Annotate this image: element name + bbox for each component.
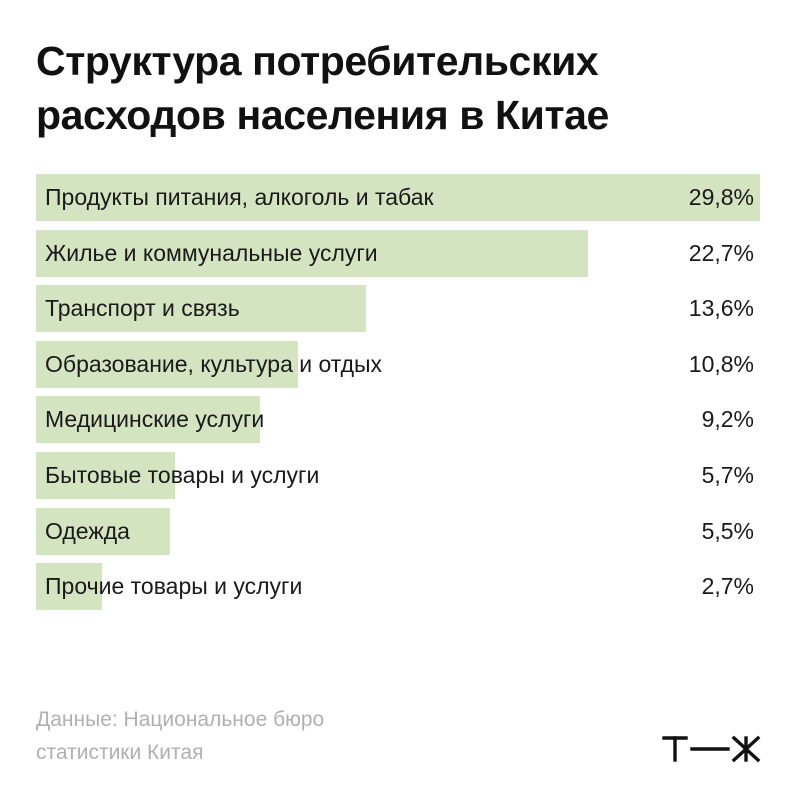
- value-label: 5,7%: [701, 462, 754, 488]
- bar-row: Одежда 5,5%: [36, 507, 760, 555]
- category-label: Продукты питания, алкоголь и табак: [45, 184, 434, 210]
- data-source-note: Данные: Национальное бюро статистики Кит…: [36, 703, 456, 769]
- bar: [36, 563, 102, 611]
- value-label: 2,7%: [701, 573, 754, 600]
- value-label: 5,5%: [701, 517, 754, 544]
- bar: [36, 285, 367, 333]
- bar: [36, 174, 760, 221]
- bar: [36, 229, 588, 277]
- category-label: Бытовые товары и услуги: [45, 462, 320, 488]
- chart-title-line-1: Структура потребительских: [36, 38, 599, 84]
- bar: [36, 340, 299, 388]
- category-label: Транспорт и связь: [45, 295, 240, 322]
- data-source-line-1: Данные: Национальное бюро: [36, 708, 325, 731]
- chart-title: Структура потребительских расходов насел…: [36, 34, 776, 142]
- bar-row: Продукты питания, алкоголь и табак 29,8%: [36, 174, 760, 221]
- data-source-line-2: статистики Китая: [36, 741, 204, 764]
- value-label: 13,6%: [688, 295, 754, 322]
- bar-row: Транспорт и связь 13,6%: [36, 285, 760, 333]
- chart-title-line-2: расходов населения в Китае: [36, 92, 609, 138]
- bar: [36, 507, 170, 555]
- bar-row: Бытовые товары и услуги 5,7%: [36, 452, 760, 499]
- tzh-logo: [662, 735, 761, 763]
- value-label: 29,8%: [688, 184, 754, 210]
- value-label: 9,2%: [701, 406, 754, 433]
- bar-row: Образование, культура и отдых 10,8%: [36, 340, 760, 388]
- category-label: Жилье и коммунальные услуги: [45, 239, 378, 266]
- bar-row: Прочие товары и услуги 2,7%: [36, 563, 760, 611]
- category-label: Образование, культура и отдых: [45, 350, 383, 377]
- bar-row: Медицинские услуги 9,2%: [36, 396, 760, 444]
- bar: [36, 396, 260, 444]
- category-label: Прочие товары и услуги: [45, 573, 303, 600]
- value-label: 22,7%: [688, 239, 754, 266]
- value-label: 10,8%: [688, 350, 754, 377]
- bar: [36, 452, 175, 499]
- category-label: Одежда: [45, 517, 130, 544]
- category-label: Медицинские услуги: [45, 406, 265, 433]
- bar-row: Жилье и коммунальные услуги 22,7%: [36, 229, 760, 277]
